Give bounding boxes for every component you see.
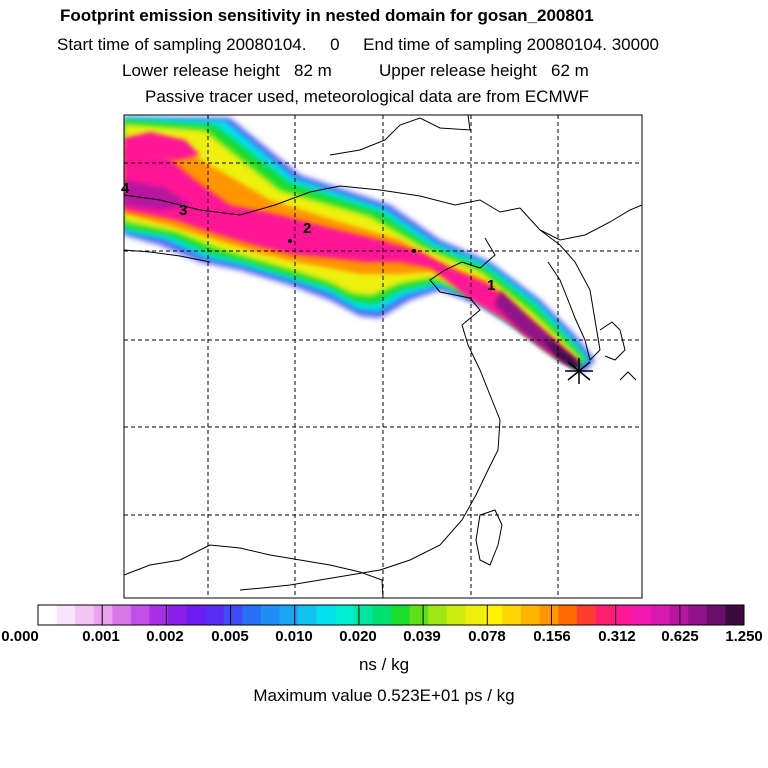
- coastlines: [124, 115, 642, 598]
- legend-color-swatch: [502, 605, 522, 625]
- legend-color-swatch: [335, 605, 355, 625]
- trajectory-point: [412, 249, 416, 253]
- legend-color-swatch: [298, 605, 318, 625]
- legend-tick: 0.078: [468, 628, 506, 645]
- legend-color-swatch: [706, 605, 726, 625]
- release-point-icon: [565, 358, 593, 384]
- legend-color-swatch: [279, 605, 299, 625]
- legend-color-swatch: [669, 605, 689, 625]
- legend-tick: 0.000: [1, 628, 39, 645]
- legend-units: ns / kg: [358, 655, 410, 674]
- legend-tick: 0.002: [146, 628, 184, 645]
- legend-tick: 1.250: [725, 628, 763, 645]
- legend-color-swatch: [56, 605, 76, 625]
- legend-color-swatch: [428, 605, 448, 625]
- legend-color-swatch: [38, 605, 58, 625]
- map-title: Footprint emission sensitivity in nested…: [60, 6, 594, 25]
- legend-color-swatch: [223, 605, 243, 625]
- sampling-time-line: Start time of sampling 20080104. 0 End t…: [57, 35, 659, 54]
- trajectory-label-2: 2: [303, 220, 312, 237]
- legend-tick: 0.039: [403, 628, 441, 645]
- legend-color-swatch: [205, 605, 225, 625]
- legend-color-swatch: [725, 605, 745, 625]
- legend-tick: 0.005: [211, 628, 249, 645]
- legend-color-swatch: [409, 605, 429, 625]
- legend-color-swatch: [595, 605, 615, 625]
- legend-color-swatch: [688, 605, 708, 625]
- legend-color-swatch: [539, 605, 559, 625]
- legend-color-swatch: [75, 605, 95, 625]
- trajectory-point: [288, 239, 292, 243]
- legend-color-swatch: [186, 605, 206, 625]
- maximum-value-label: Maximum value 0.523E+01 ps / kg: [253, 686, 515, 705]
- legend-color-swatch: [558, 605, 578, 625]
- legend-color-swatch: [465, 605, 485, 625]
- legend-tick: 0.156: [533, 628, 571, 645]
- legend-color-swatch: [372, 605, 392, 625]
- map-frame: [123, 114, 643, 599]
- legend-color-swatch: [483, 605, 503, 625]
- legend-color-swatch: [632, 605, 652, 625]
- legend-tick: 0.312: [598, 628, 636, 645]
- legend-color-swatch: [316, 605, 336, 625]
- legend-tick: 0.625: [661, 628, 699, 645]
- legend-color-swatch: [446, 605, 466, 625]
- legend-color-swatch: [613, 605, 634, 625]
- release-height-line: Lower release height 82 m Upper release …: [122, 61, 589, 80]
- legend-tick: 0.020: [339, 628, 377, 645]
- legend-color-swatch: [168, 605, 188, 625]
- legend-color-swatch: [521, 605, 541, 625]
- legend-frame: [37, 604, 745, 626]
- legend-color-swatch: [242, 605, 262, 625]
- legend-color-swatch: [130, 605, 150, 625]
- legend-color-bar: [37, 605, 745, 625]
- legend-color-swatch: [576, 605, 596, 625]
- legend-color-swatch: [149, 605, 169, 625]
- trajectory-label-3: 3: [179, 202, 188, 219]
- legend-tick: 0.010: [275, 628, 313, 645]
- lat-lon-grid: [124, 115, 642, 598]
- trajectory-label-1: 1: [487, 277, 496, 294]
- legend-color-swatch: [353, 605, 373, 625]
- trajectory-label-4: 4: [121, 180, 130, 197]
- legend-color-swatch: [260, 605, 281, 625]
- tracer-info-line: Passive tracer used, meteorological data…: [145, 87, 590, 106]
- footprint-plume: [124, 118, 595, 372]
- legend-color-swatch: [112, 605, 132, 625]
- legend-color-swatch: [651, 605, 671, 625]
- legend-color-swatch: [93, 605, 113, 625]
- legend-tick: 0.001: [82, 628, 120, 645]
- legend-color-swatch: [391, 605, 411, 625]
